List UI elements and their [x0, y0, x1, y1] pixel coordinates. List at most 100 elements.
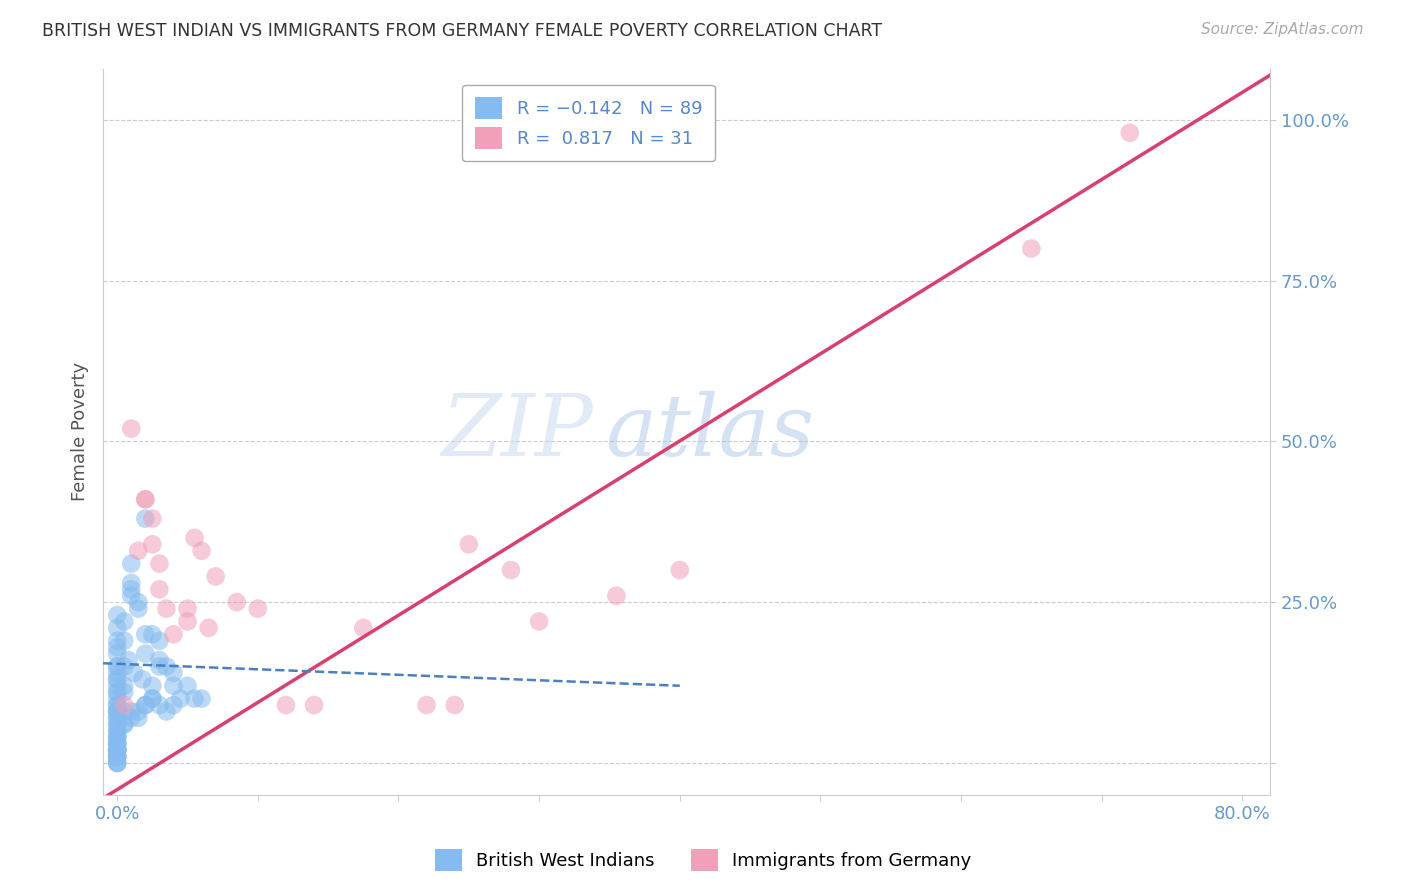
- Point: [176, 601, 198, 615]
- Point: [183, 691, 205, 706]
- Point: [127, 705, 149, 719]
- Point: [105, 737, 128, 751]
- Point: [112, 705, 135, 719]
- Point: [105, 673, 128, 687]
- Point: [162, 698, 184, 712]
- Point: [120, 711, 142, 725]
- Point: [127, 711, 149, 725]
- Point: [105, 723, 128, 738]
- Point: [176, 679, 198, 693]
- Point: [112, 679, 135, 693]
- Point: [105, 621, 128, 635]
- Point: [105, 711, 128, 725]
- Text: atlas: atlas: [605, 391, 814, 473]
- Point: [105, 705, 128, 719]
- Point: [155, 705, 177, 719]
- Point: [105, 737, 128, 751]
- Point: [105, 756, 128, 770]
- Point: [457, 537, 479, 551]
- Point: [134, 492, 156, 507]
- Point: [190, 691, 212, 706]
- Point: [1119, 126, 1142, 140]
- Point: [105, 705, 128, 719]
- Point: [141, 537, 163, 551]
- Point: [112, 659, 135, 673]
- Point: [105, 717, 128, 731]
- Point: [127, 601, 149, 615]
- Point: [120, 575, 142, 590]
- Point: [105, 730, 128, 744]
- Point: [1021, 242, 1043, 256]
- Point: [141, 511, 163, 525]
- Point: [105, 730, 128, 744]
- Point: [148, 659, 170, 673]
- Point: [148, 653, 170, 667]
- Point: [141, 691, 163, 706]
- Point: [112, 685, 135, 699]
- Point: [134, 698, 156, 712]
- Point: [120, 557, 142, 571]
- Point: [605, 589, 627, 603]
- Point: [176, 615, 198, 629]
- Point: [134, 647, 156, 661]
- Point: [134, 698, 156, 712]
- Point: [183, 531, 205, 545]
- Point: [415, 698, 437, 712]
- Point: [105, 685, 128, 699]
- Point: [148, 633, 170, 648]
- Point: [155, 659, 177, 673]
- Point: [155, 601, 177, 615]
- Point: [120, 582, 142, 597]
- Point: [105, 749, 128, 764]
- Point: [162, 627, 184, 641]
- Point: [141, 679, 163, 693]
- Point: [105, 698, 128, 712]
- Legend: R = −0.142   N = 89, R =  0.817   N = 31: R = −0.142 N = 89, R = 0.817 N = 31: [463, 85, 714, 161]
- Point: [105, 743, 128, 757]
- Point: [120, 589, 142, 603]
- Point: [668, 563, 690, 577]
- Point: [105, 730, 128, 744]
- Point: [105, 737, 128, 751]
- Point: [105, 756, 128, 770]
- Point: [527, 615, 550, 629]
- Point: [134, 627, 156, 641]
- Point: [204, 569, 226, 583]
- Point: [190, 543, 212, 558]
- Point: [105, 633, 128, 648]
- Point: [274, 698, 297, 712]
- Point: [105, 698, 128, 712]
- Point: [112, 615, 135, 629]
- Point: [443, 698, 465, 712]
- Point: [162, 665, 184, 680]
- Point: [169, 691, 191, 706]
- Point: [246, 601, 269, 615]
- Point: [105, 743, 128, 757]
- Point: [105, 640, 128, 655]
- Point: [105, 711, 128, 725]
- Point: [105, 679, 128, 693]
- Point: [197, 621, 219, 635]
- Point: [141, 691, 163, 706]
- Point: [105, 737, 128, 751]
- Point: [105, 723, 128, 738]
- Text: Source: ZipAtlas.com: Source: ZipAtlas.com: [1201, 22, 1364, 37]
- Point: [105, 673, 128, 687]
- Point: [105, 647, 128, 661]
- Point: [127, 543, 149, 558]
- Point: [105, 659, 128, 673]
- Point: [120, 421, 142, 435]
- Point: [117, 653, 139, 667]
- Point: [134, 492, 156, 507]
- Point: [148, 698, 170, 712]
- Point: [120, 705, 142, 719]
- Point: [105, 749, 128, 764]
- Point: [105, 685, 128, 699]
- Point: [134, 511, 156, 525]
- Point: [105, 756, 128, 770]
- Point: [105, 743, 128, 757]
- Point: [112, 698, 135, 712]
- Point: [162, 679, 184, 693]
- Point: [112, 633, 135, 648]
- Text: ZIP: ZIP: [441, 391, 593, 473]
